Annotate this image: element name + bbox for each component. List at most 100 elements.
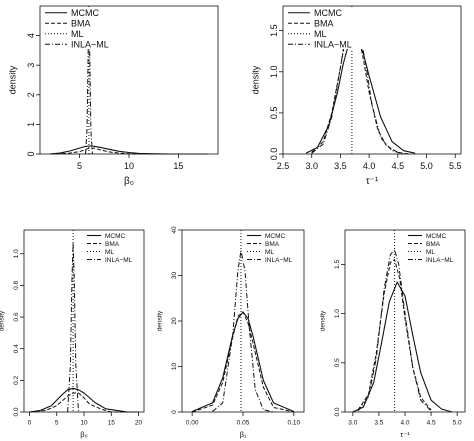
legend-label: ML	[314, 29, 327, 39]
x-tick-label: 15	[108, 420, 116, 427]
y-tick-label: 1.0	[269, 66, 279, 79]
density-panel-4: 0.00 0.05 0.10 0 10 20 30 40 β₁ density MCMCBMAMLI…	[157, 226, 305, 439]
y-tick-label: 10	[171, 363, 178, 371]
y-tick-label: 40	[171, 226, 178, 234]
x-tick-label: 15	[173, 161, 183, 171]
legend-label: BMA	[265, 241, 280, 248]
x-tick-label: 0	[28, 420, 32, 427]
legend-label: INLA−ML	[314, 39, 352, 49]
x-tick-label: 4.0	[363, 161, 376, 171]
y-tick-label: 0.5	[269, 107, 279, 120]
y-tick-label: 0.8	[13, 280, 20, 289]
x-tick-label: 5.0	[453, 420, 462, 427]
x-tick-label: 4.5	[427, 420, 436, 427]
y-tick-label: 1.0	[13, 249, 20, 258]
x-tick-label: 3.5	[334, 161, 347, 171]
legend-box	[404, 231, 464, 263]
x-axis-label: β₀	[124, 176, 134, 187]
legend-label: ML	[105, 249, 114, 256]
legend-label: MCMC	[426, 233, 447, 240]
density-panel-2: 2.5 3.0 3.5 4.0 4.5 5.0 5.5 0.0 0.5 1.0 1.5 τ⁻¹ dens…	[251, 5, 462, 187]
y-tick-label: 1.0	[334, 309, 341, 318]
legend-label: INLA−ML	[426, 257, 454, 264]
x-tick-label: 0.10	[288, 420, 301, 427]
legend-label: BMA	[71, 18, 91, 28]
x-tick-label: 10	[80, 420, 88, 427]
density-panel-5: 3.0 3.5 4.0 4.5 5.0 0.0 0.5 1.0 1.5 τ⁻¹ density MCM…	[320, 229, 466, 439]
y-tick-label: 0.6	[13, 312, 20, 321]
legend-box	[243, 231, 303, 263]
x-tick-label: 3.5	[374, 420, 383, 427]
density-curve-bma	[192, 311, 294, 413]
legend-label: BMA	[426, 241, 441, 248]
y-tick-label: 0.2	[13, 375, 20, 384]
density-curve-inla-ml	[85, 17, 93, 155]
y-tick-label: 0	[26, 151, 36, 156]
density-panel-3: 0 5 10 15 20 0.0 0.2 0.4 0.6 0.8 1.0 β₀ density MCMCB…	[0, 229, 145, 439]
legend-label: INLA−ML	[71, 39, 109, 49]
legend-label: BMA	[105, 241, 120, 248]
x-tick-label: 4.0	[400, 420, 409, 427]
legend-label: ML	[426, 249, 435, 256]
y-tick-label: 1.5	[269, 24, 279, 37]
x-tick-label: 5.5	[449, 161, 462, 171]
legend-label: MCMC	[314, 8, 342, 18]
y-axis-label: density	[0, 310, 6, 331]
x-axis-label: β₀	[80, 430, 87, 439]
legend-label: INLA−ML	[105, 257, 133, 264]
x-axis-label: τ⁻¹	[400, 430, 410, 439]
x-tick-label: 10	[124, 161, 134, 171]
x-tick-label: 5	[55, 420, 59, 427]
y-axis-label: density	[8, 65, 18, 94]
y-tick-label: 0.0	[269, 148, 279, 161]
legend-label: ML	[71, 29, 84, 39]
x-axis-label: τ⁻¹	[366, 176, 379, 187]
y-tick-label: 4	[26, 33, 36, 38]
y-axis-label: density	[251, 65, 261, 94]
x-tick-label: 5.0	[420, 161, 433, 171]
legend-label: MCMC	[71, 8, 99, 18]
density-curve-inla-ml	[357, 249, 432, 412]
density-curve-inla-ml	[67, 242, 79, 413]
y-tick-label: 1	[26, 122, 36, 127]
density-curve-bma	[49, 147, 209, 155]
x-tick-label: 3.0	[305, 161, 318, 171]
density-curve-bma	[29, 392, 128, 413]
x-tick-label: 3.0	[348, 420, 357, 427]
legend-label: MCMC	[105, 233, 126, 240]
y-tick-label: 20	[171, 317, 178, 325]
y-tick-label: 30	[171, 272, 178, 280]
legend-label: ML	[265, 249, 274, 256]
x-tick-label: 20	[135, 420, 143, 427]
density-curve-bma	[357, 259, 432, 411]
y-axis-label: density	[157, 310, 164, 331]
y-tick-label: 0.5	[334, 358, 341, 367]
legend-label: BMA	[314, 18, 334, 28]
legend-label: INLA−ML	[265, 257, 293, 264]
y-tick-label: 0.4	[13, 344, 20, 353]
y-tick-label: 1.5	[334, 260, 341, 269]
y-tick-label: 0.0	[13, 407, 20, 416]
x-tick-label: 5	[77, 161, 82, 171]
density-curve-bma	[311, 21, 410, 155]
y-tick-label: 0.0	[334, 407, 341, 416]
density-curve-inla-ml	[212, 250, 274, 413]
density-curve-mcmc	[305, 35, 416, 154]
x-tick-label: 0.05	[237, 420, 250, 427]
y-tick-label: 2	[26, 92, 36, 97]
plot-frame	[282, 5, 462, 155]
legend-box	[41, 7, 121, 49]
legend-box	[83, 231, 143, 263]
y-tick-label: 0	[171, 410, 178, 414]
y-axis-label: density	[320, 310, 327, 331]
legend-label: MCMC	[265, 233, 286, 240]
legend-box	[284, 7, 364, 49]
y-tick-label: 3	[26, 63, 36, 68]
density-curve-mcmc	[191, 311, 295, 413]
